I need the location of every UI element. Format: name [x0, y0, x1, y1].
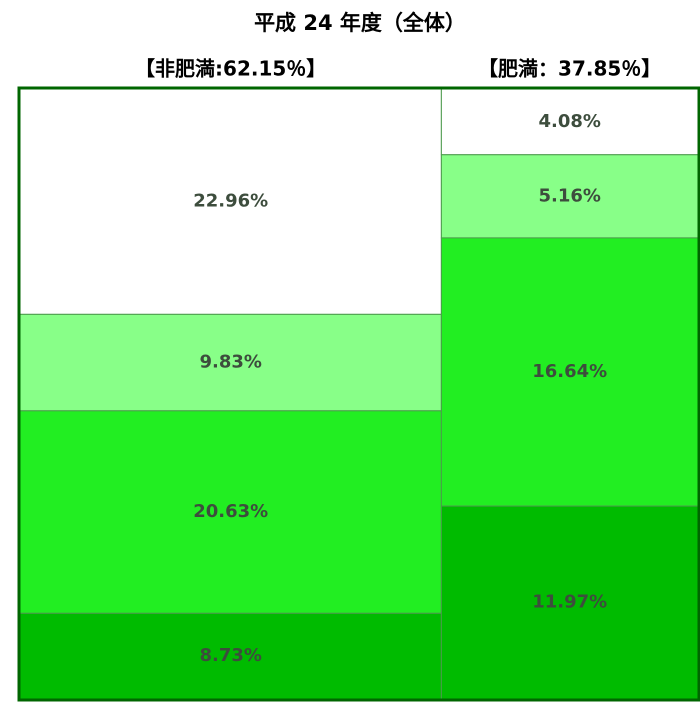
segment	[440, 237, 699, 507]
segment	[440, 88, 699, 156]
segment-label: 8.73%	[199, 645, 261, 666]
segment	[19, 612, 442, 700]
frame	[17, 86, 700, 702]
segment-label: 9.83%	[199, 352, 261, 373]
segment	[19, 88, 442, 315]
chart-title: 平成 24 年度（全体）	[254, 11, 466, 35]
column-label: 【肥満：37.85％】	[478, 57, 661, 81]
segment-label: 4.08%	[538, 111, 600, 132]
segment-label: 22.96%	[193, 191, 268, 212]
segment	[19, 313, 442, 412]
segment-label: 16.64%	[532, 361, 607, 382]
segment-label: 5.16%	[538, 185, 600, 206]
segment	[440, 505, 699, 700]
segment	[19, 410, 442, 614]
segment-label: 11.97%	[532, 592, 607, 613]
segment	[440, 154, 699, 239]
column-label: 【非肥満:62.15％】	[135, 57, 326, 81]
segment-label: 20.63%	[193, 501, 268, 522]
